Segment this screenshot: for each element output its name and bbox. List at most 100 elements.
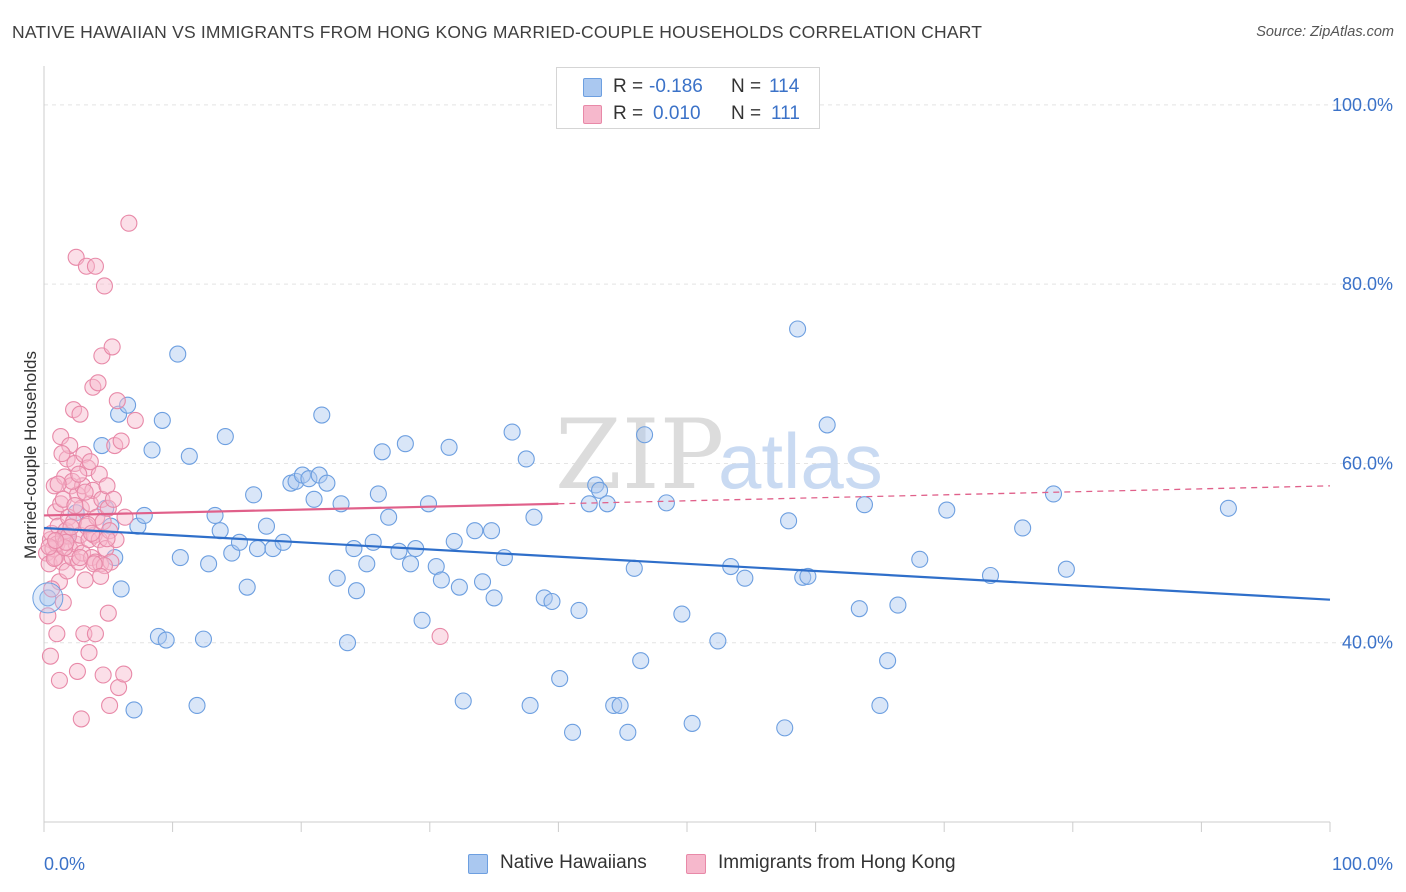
- point-native-hawaiian: [466, 522, 484, 540]
- point-native-hawaiian: [495, 549, 513, 567]
- point-hong-kong: [108, 392, 126, 410]
- point-hong-kong: [80, 644, 98, 662]
- point-native-hawaiian: [206, 506, 224, 524]
- y-tick-label: 80.0%: [1342, 274, 1393, 294]
- point-native-hawaiian: [328, 569, 346, 587]
- point-native-hawaiian: [632, 652, 650, 670]
- point-native-hawaiian: [543, 592, 561, 611]
- point-native-hawaiian: [517, 450, 535, 468]
- point-hong-kong: [99, 499, 117, 517]
- y-tick-label: 60.0%: [1342, 453, 1393, 473]
- stats-legend-row-pink: R = 0.010 N = 111: [557, 101, 821, 127]
- chart-title: NATIVE HAWAIIAN VS IMMIGRANTS FROM HONG …: [12, 22, 983, 42]
- point-native-hawaiian: [248, 540, 267, 558]
- point-native-hawaiian: [200, 555, 218, 573]
- r-label: R =: [613, 103, 644, 124]
- point-native-hawaiian: [180, 447, 198, 465]
- point-hong-kong: [95, 277, 113, 295]
- r-value-pink: 0.010: [653, 103, 701, 124]
- point-hong-kong: [54, 593, 72, 611]
- point-native-hawaiian: [503, 423, 521, 441]
- point-hong-kong: [40, 538, 58, 556]
- points-layer: [32, 214, 1237, 741]
- point-hong-kong: [72, 710, 90, 728]
- point-native-hawaiian: [482, 522, 501, 540]
- point-hong-kong: [68, 662, 86, 680]
- point-native-hawaiian: [143, 441, 161, 459]
- point-hong-kong: [81, 453, 99, 471]
- point-native-hawaiian: [230, 533, 249, 551]
- point-native-hawaiian: [39, 589, 57, 607]
- point-hong-kong: [79, 515, 97, 533]
- point-native-hawaiian: [432, 571, 450, 589]
- trend-line-hong-kong: [43, 502, 559, 517]
- point-native-hawaiian: [485, 589, 503, 607]
- point-hong-kong: [431, 627, 449, 645]
- axes-layer: [43, 66, 1331, 832]
- point-hong-kong: [86, 625, 104, 643]
- point-native-hawaiian: [611, 696, 629, 715]
- point-native-hawaiian: [709, 632, 727, 650]
- point-native-hawaiian: [364, 533, 382, 551]
- point-native-hawaiian: [153, 411, 171, 429]
- point-hong-kong: [98, 530, 116, 548]
- point-native-hawaiian: [358, 555, 376, 573]
- point-hong-kong: [89, 374, 107, 392]
- point-native-hawaiian: [776, 719, 794, 737]
- point-hong-kong: [70, 465, 88, 483]
- point-native-hawaiian: [551, 670, 569, 688]
- legend-swatch-pink: [686, 854, 706, 874]
- point-hong-kong: [86, 257, 104, 275]
- point-native-hawaiian: [525, 508, 543, 526]
- point-native-hawaiian: [799, 567, 817, 585]
- n-label: N =: [731, 103, 762, 124]
- point-native-hawaiian: [345, 540, 363, 558]
- point-hong-kong: [116, 508, 134, 526]
- point-hong-kong: [53, 445, 71, 463]
- legend-item-native-hawaiians: Native Hawaiians: [468, 852, 668, 878]
- point-native-hawaiian: [110, 405, 128, 423]
- x-tick-label: 100.0%: [1332, 854, 1393, 874]
- watermark-zip: ZIP: [555, 399, 724, 511]
- y-tick-label: 100.0%: [1332, 95, 1393, 115]
- point-native-hawaiian: [373, 443, 391, 461]
- point-native-hawaiian: [171, 549, 189, 567]
- trend-line-native-hawaiian: [43, 526, 1331, 601]
- legend-label-hong-kong: Immigrants from Hong Kong: [718, 852, 956, 873]
- point-hong-kong: [71, 405, 89, 423]
- point-native-hawaiian: [157, 631, 175, 649]
- point-native-hawaiian: [313, 406, 331, 424]
- point-hong-kong: [112, 432, 130, 450]
- pink-swatch: [583, 105, 602, 124]
- point-native-hawaiian: [683, 714, 701, 732]
- point-native-hawaiian: [855, 496, 874, 514]
- point-hong-kong: [52, 428, 70, 446]
- point-native-hawaiian: [673, 605, 691, 623]
- point-native-hawaiian: [605, 696, 623, 715]
- source-label: Source: ZipAtlas.com: [1256, 24, 1394, 40]
- point-native-hawaiian: [300, 470, 318, 488]
- watermark-atlas: atlas: [718, 417, 883, 505]
- legend-item-hong-kong: Immigrants from Hong Kong: [686, 852, 986, 878]
- point-hong-kong: [71, 549, 89, 567]
- blue-swatch: [583, 78, 602, 97]
- x-tick-label: 0.0%: [44, 854, 85, 874]
- watermark: ZIP atlas: [555, 399, 883, 511]
- n-value-pink: 111: [771, 103, 800, 124]
- point-native-hawaiian: [380, 508, 398, 526]
- point-native-hawaiian: [188, 696, 206, 715]
- point-native-hawaiian: [245, 486, 263, 504]
- point-hong-kong: [84, 378, 102, 396]
- point-native-hawaiian: [736, 569, 754, 587]
- point-native-hawaiian: [419, 495, 438, 513]
- point-native-hawaiian: [413, 611, 431, 629]
- n-label: N =: [731, 76, 762, 97]
- point-native-hawaiian: [401, 555, 420, 573]
- point-hong-kong: [101, 696, 119, 715]
- point-hong-kong: [52, 495, 70, 513]
- point-hong-kong: [75, 625, 93, 643]
- point-native-hawaiian: [305, 490, 323, 508]
- point-native-hawaiian: [657, 494, 675, 512]
- r-value-blue: -0.186: [649, 76, 703, 97]
